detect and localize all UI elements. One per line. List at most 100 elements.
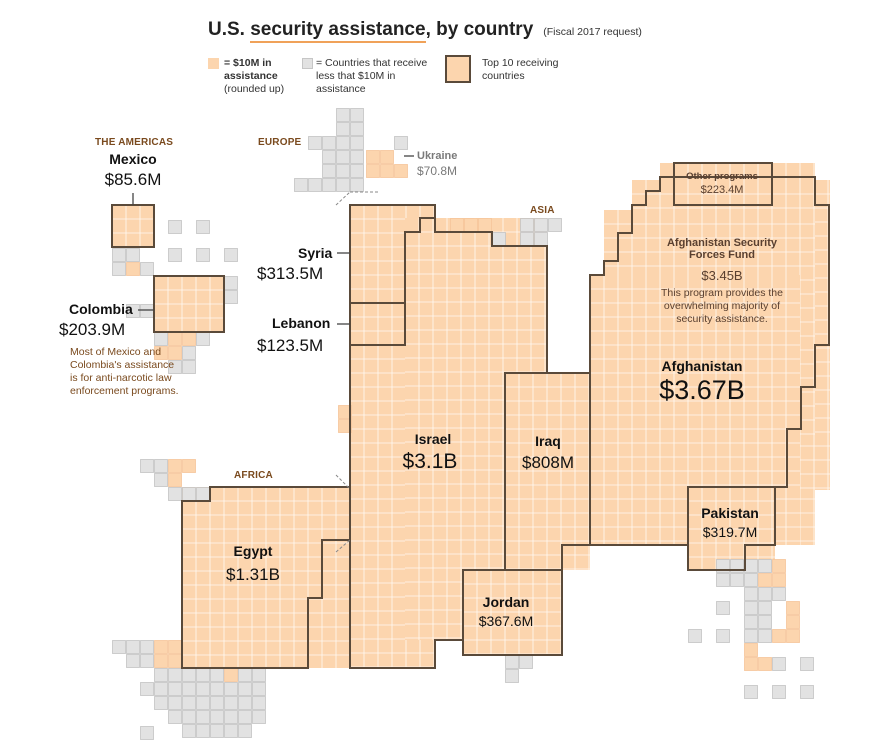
small-country-cell bbox=[154, 459, 168, 473]
small-country-cell bbox=[168, 640, 182, 654]
small-country-cell bbox=[716, 601, 730, 615]
small-country-cell bbox=[800, 657, 814, 671]
cartogram-borders bbox=[111, 162, 830, 669]
small-country-cell bbox=[238, 696, 252, 710]
cartogram-cells bbox=[112, 108, 830, 740]
small-country-cell bbox=[224, 290, 238, 304]
label-iraq-name: Iraq bbox=[535, 433, 561, 449]
legend-unit-text: = $10M in assistance (rounded up) bbox=[224, 57, 285, 95]
legend-top10-swatch bbox=[445, 55, 471, 83]
small-country-cell bbox=[505, 669, 519, 683]
small-country-cell bbox=[168, 654, 182, 668]
small-country-cell bbox=[168, 473, 182, 487]
chart-title: U.S. security assistance, by country (Fis… bbox=[208, 19, 642, 43]
small-country-cell bbox=[744, 559, 758, 573]
label-mexico-name: Mexico bbox=[109, 151, 157, 167]
jordan-border bbox=[462, 569, 563, 656]
label-jordan-value: $367.6M bbox=[478, 613, 534, 629]
small-country-cell bbox=[716, 629, 730, 643]
small-country-cell bbox=[168, 487, 182, 501]
region-label-asia: ASIA bbox=[530, 205, 555, 216]
small-country-cell bbox=[505, 655, 519, 669]
small-country-cell bbox=[154, 654, 168, 668]
small-country-cell bbox=[350, 108, 364, 122]
small-country-cell bbox=[336, 178, 350, 192]
label-other-programs-value: $223.4M bbox=[700, 184, 744, 196]
small-country-cell bbox=[380, 164, 394, 178]
label-afghanistan-value: $3.67B bbox=[659, 375, 745, 405]
colombia-block bbox=[154, 276, 224, 332]
small-country-cell bbox=[168, 220, 182, 234]
label-asff-name: Afghanistan Security Forces Fund bbox=[666, 237, 778, 261]
small-country-cell bbox=[224, 248, 238, 262]
small-country-cell bbox=[196, 220, 210, 234]
small-country-cell bbox=[758, 629, 772, 643]
small-country-cell bbox=[140, 640, 154, 654]
small-country-cell bbox=[758, 657, 772, 671]
region-label-africa: AFRICA bbox=[234, 470, 273, 481]
small-country-cell bbox=[154, 682, 168, 696]
small-country-cell bbox=[140, 726, 154, 740]
small-country-cell bbox=[182, 682, 196, 696]
small-country-cell bbox=[210, 724, 224, 738]
small-country-cell bbox=[450, 218, 464, 232]
small-country-cell bbox=[744, 629, 758, 643]
small-country-cell bbox=[154, 640, 168, 654]
small-country-cell bbox=[182, 710, 196, 724]
small-country-cell bbox=[238, 668, 252, 682]
small-country-cell bbox=[168, 459, 182, 473]
small-country-cell bbox=[238, 682, 252, 696]
label-jordan-name: Jordan bbox=[482, 594, 530, 610]
small-country-cell bbox=[492, 232, 506, 246]
label-egypt-value: $1.31B bbox=[226, 565, 280, 584]
small-country-cell bbox=[744, 643, 758, 657]
small-country-cell bbox=[182, 668, 196, 682]
small-country-cell bbox=[196, 487, 210, 501]
small-country-cell bbox=[336, 122, 350, 136]
small-country-cell bbox=[224, 668, 238, 682]
small-country-cell bbox=[772, 685, 786, 699]
small-country-cell bbox=[520, 218, 534, 232]
label-lebanon-name: Lebanon bbox=[272, 315, 331, 331]
small-country-cell bbox=[224, 276, 238, 290]
small-country-cell bbox=[196, 332, 210, 346]
legend-small-swatch bbox=[302, 58, 313, 69]
label-ukraine-value: $70.8M bbox=[417, 164, 458, 178]
small-country-cell bbox=[154, 332, 168, 346]
small-country-cell bbox=[744, 615, 758, 629]
small-country-cell bbox=[322, 178, 336, 192]
small-country-cell bbox=[520, 232, 534, 246]
egypt-border bbox=[181, 486, 351, 669]
small-country-cell bbox=[308, 178, 322, 192]
afghanistan-border bbox=[589, 162, 830, 546]
small-country-cell bbox=[786, 629, 800, 643]
small-country-cell bbox=[744, 587, 758, 601]
small-country-cell bbox=[366, 164, 380, 178]
small-country-cell bbox=[196, 248, 210, 262]
small-country-cell bbox=[210, 710, 224, 724]
legend-unit-swatch bbox=[208, 58, 219, 69]
small-country-cell bbox=[519, 655, 533, 669]
small-country-cell bbox=[182, 360, 196, 374]
dash-africa-2 bbox=[335, 539, 351, 553]
jordan-block bbox=[463, 570, 562, 655]
small-country-cell bbox=[252, 696, 266, 710]
other-programs-border bbox=[673, 176, 773, 206]
small-country-cell bbox=[338, 419, 352, 433]
small-country-cell bbox=[308, 136, 322, 150]
small-country-cell bbox=[534, 218, 548, 232]
small-country-cell bbox=[126, 640, 140, 654]
small-country-cell bbox=[380, 150, 394, 164]
small-country-cell bbox=[758, 615, 772, 629]
small-country-cell bbox=[182, 487, 196, 501]
small-country-cell bbox=[168, 332, 182, 346]
label-afghanistan-name: Afghanistan bbox=[661, 358, 743, 374]
small-country-cell bbox=[350, 178, 364, 192]
small-country-cell bbox=[210, 696, 224, 710]
small-country-cell bbox=[336, 150, 350, 164]
small-country-cell bbox=[154, 346, 168, 360]
small-country-cell bbox=[548, 218, 562, 232]
small-country-cell bbox=[140, 459, 154, 473]
small-country-cell bbox=[716, 573, 730, 587]
small-country-cell bbox=[786, 615, 800, 629]
